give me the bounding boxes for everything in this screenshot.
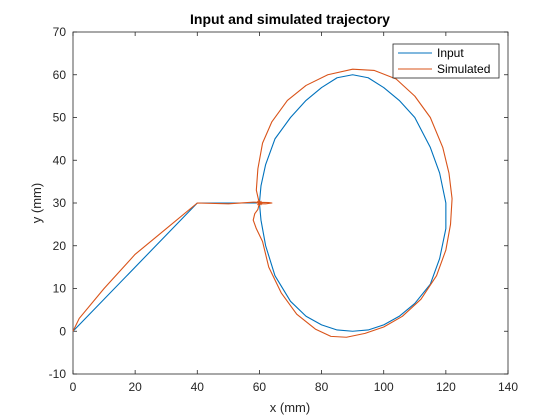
y-tick-label: 60 [53, 68, 67, 82]
y-tick-label: 50 [53, 111, 67, 125]
y-tick-label: 30 [53, 196, 67, 210]
y-tick-label: 10 [53, 282, 67, 296]
x-tick-label: 140 [498, 380, 518, 394]
series-lines [72, 68, 453, 338]
y-tick-label: 70 [53, 25, 67, 39]
y-axis-label: y (mm) [29, 183, 44, 223]
legend-box [392, 43, 500, 79]
y-tick-label: 20 [53, 239, 67, 253]
y-tick-label: 0 [59, 324, 66, 338]
axes-box [72, 31, 509, 375]
chart-title: Input and simulated trajectory [190, 11, 390, 27]
x-tick-label: 80 [315, 380, 329, 394]
markers [256, 200, 263, 206]
legend-label-simulated: Simulated [437, 62, 490, 76]
legend: Input Simulated [392, 43, 500, 79]
x-tick-label: 40 [191, 380, 205, 394]
x-tick-label: 100 [374, 380, 394, 394]
x-tick-label: 120 [436, 380, 456, 394]
x-axis-label: x (mm) [270, 400, 310, 415]
y-tick-label: 40 [53, 153, 67, 167]
legend-label-input: Input [437, 46, 464, 60]
x-tick-label: 0 [70, 380, 77, 394]
series-line-simulated [72, 68, 453, 338]
x-tick-label: 20 [128, 380, 142, 394]
y-tick-label: -10 [49, 367, 67, 381]
x-tick-label: 60 [253, 380, 267, 394]
series-line-input [72, 74, 447, 332]
simulated-end-marker [256, 200, 263, 206]
